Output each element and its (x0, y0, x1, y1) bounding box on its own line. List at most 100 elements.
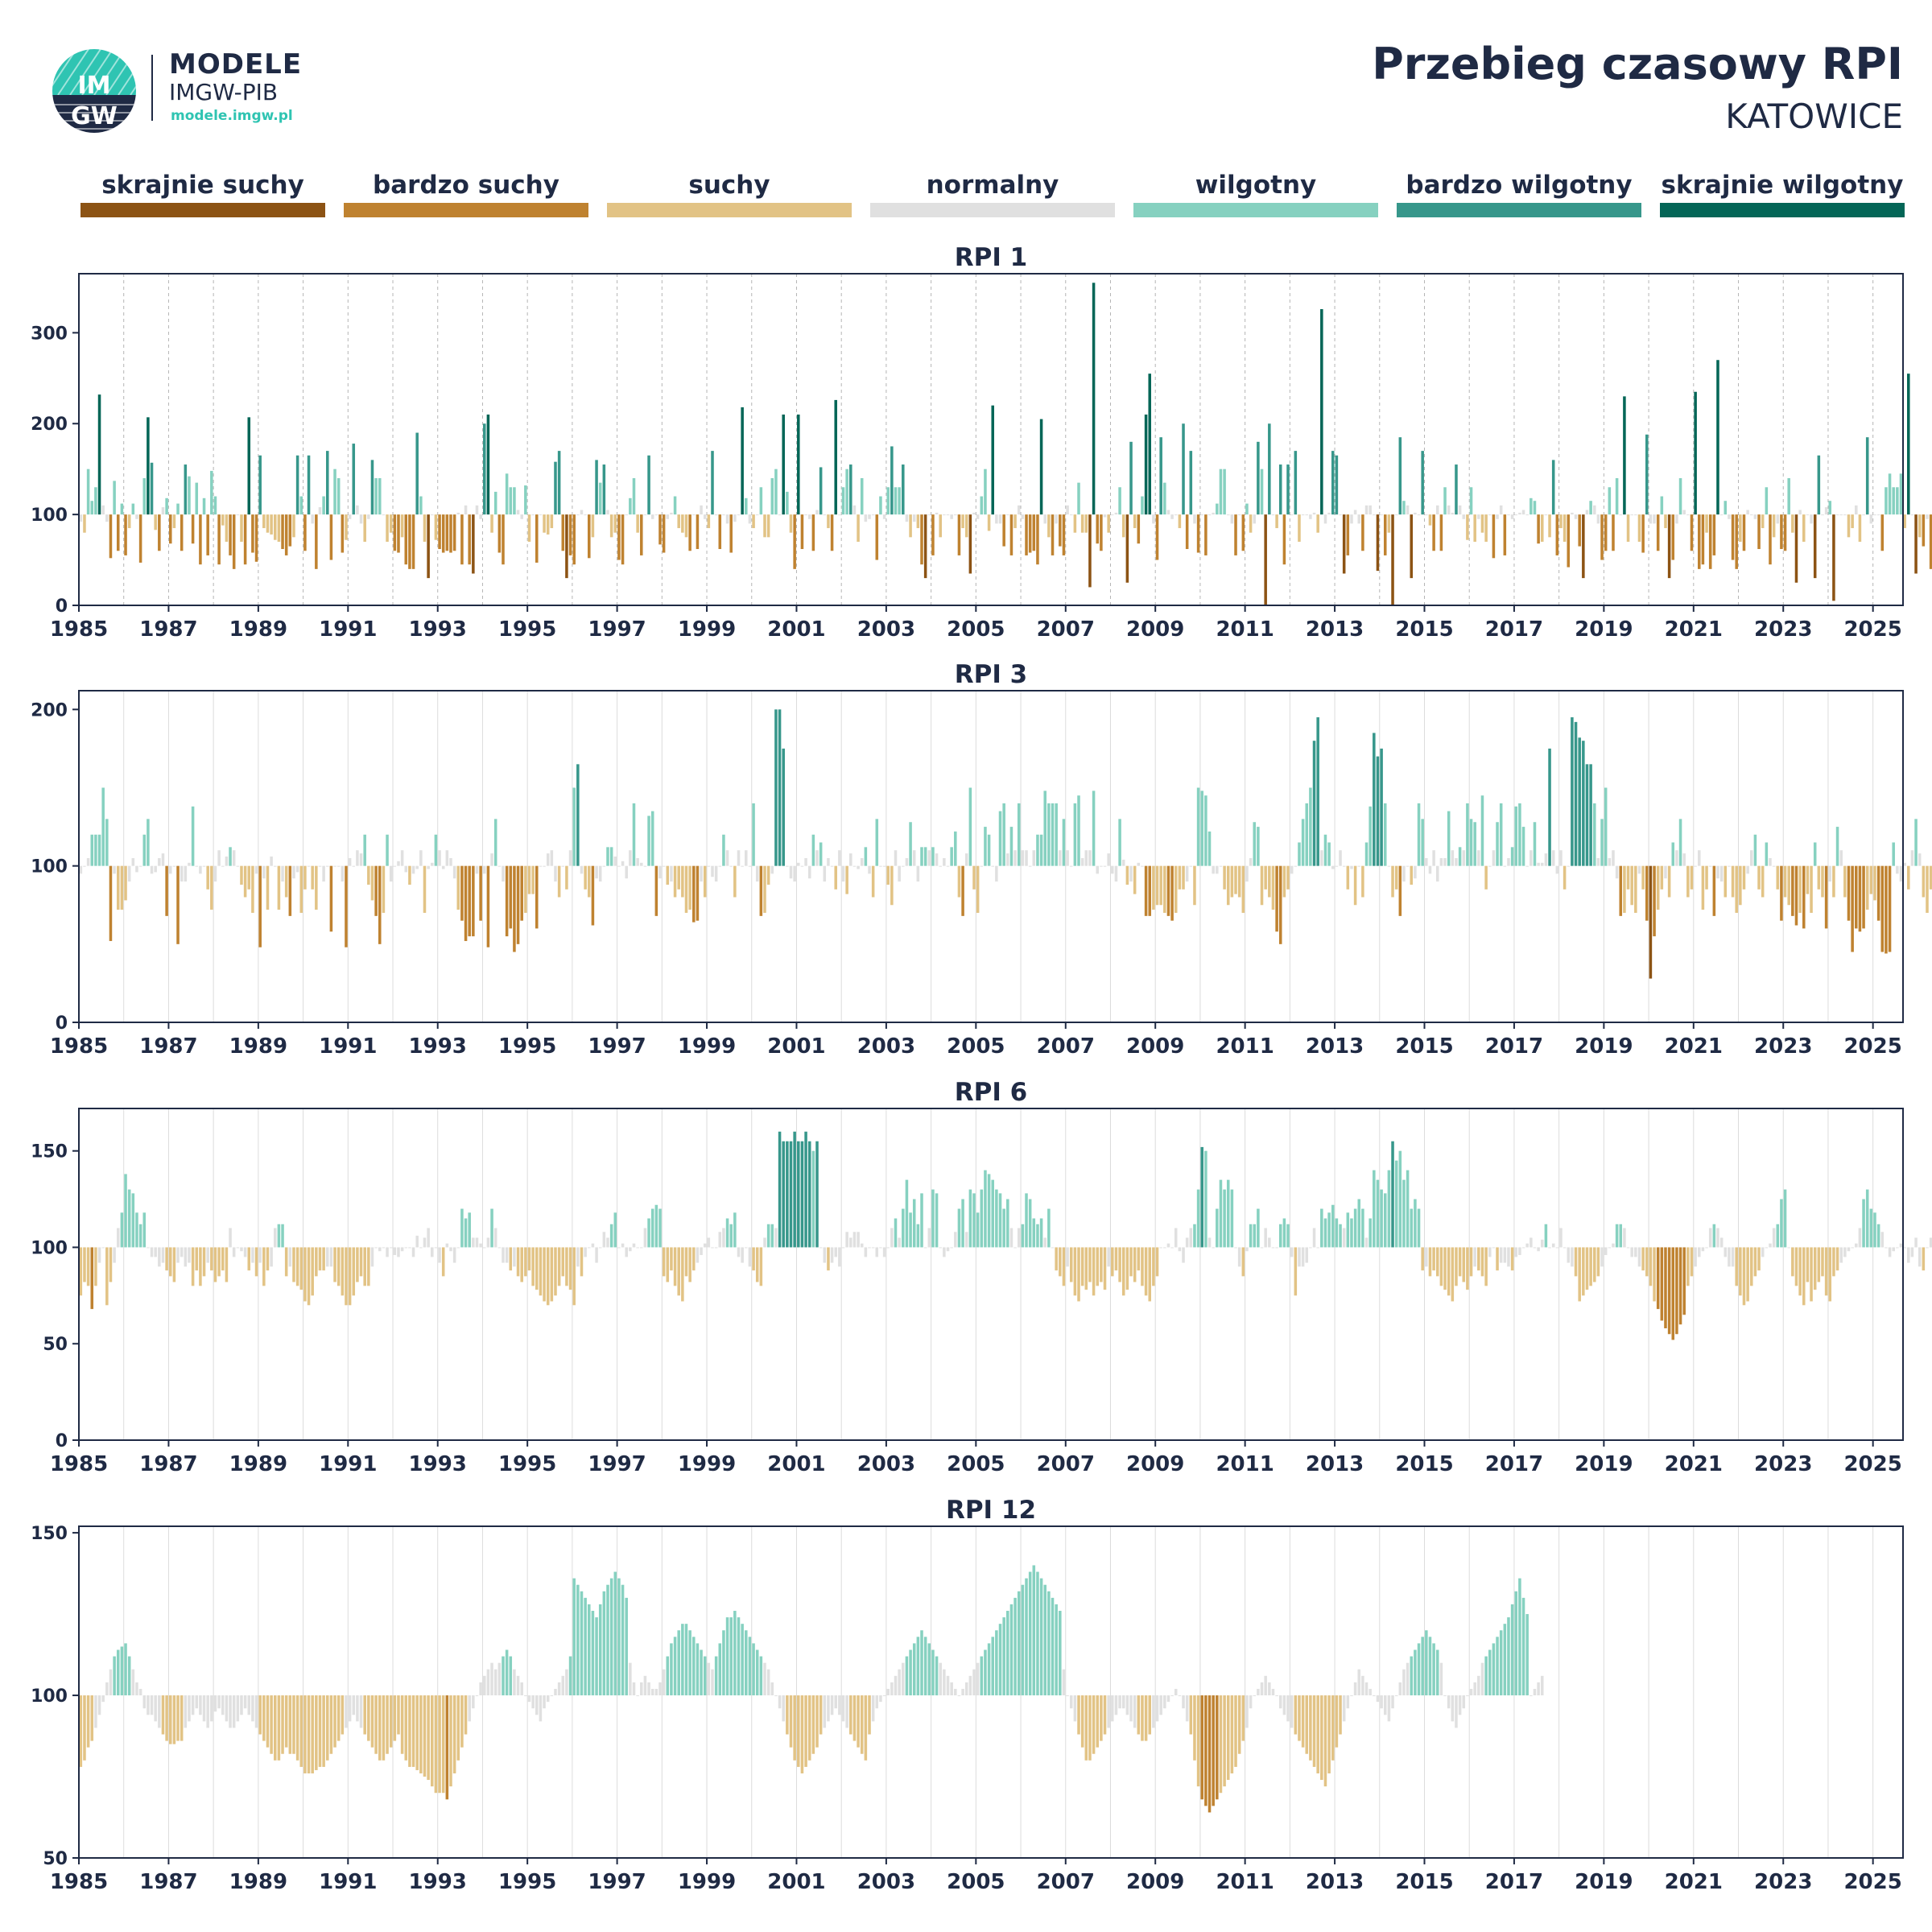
bar (838, 850, 841, 866)
bar (475, 865, 479, 874)
bar (954, 1232, 957, 1248)
bar (886, 1688, 890, 1696)
bar (1103, 514, 1107, 518)
bar (1323, 1695, 1327, 1787)
x-tick-label: 2011 (1216, 1870, 1274, 1894)
bar (452, 1247, 456, 1263)
bar (923, 1247, 927, 1249)
bar (1080, 1247, 1084, 1286)
bar (1391, 514, 1394, 605)
bar (341, 865, 345, 882)
bar (860, 1695, 864, 1754)
bar (1320, 309, 1323, 515)
bar (352, 1695, 356, 1715)
bar (1518, 1247, 1521, 1256)
bar (1025, 514, 1028, 555)
bar (367, 1247, 370, 1286)
bar (1230, 1695, 1234, 1773)
bar (606, 847, 609, 866)
bar (841, 487, 845, 515)
bar (1346, 1212, 1350, 1248)
bar (752, 1643, 755, 1696)
bar (1742, 514, 1746, 551)
bar (1368, 1218, 1372, 1248)
logo-text-top: IM (77, 72, 110, 100)
brand-url-link[interactable]: modele.imgw.pl (171, 108, 293, 124)
bar (879, 496, 882, 515)
bar (1234, 865, 1237, 894)
bar (1724, 1247, 1728, 1257)
bar (329, 514, 333, 560)
bar (1612, 850, 1615, 866)
bar (1257, 1688, 1260, 1696)
bar (165, 1247, 168, 1271)
bar (1787, 865, 1790, 906)
bar (404, 1247, 408, 1249)
bar (184, 865, 188, 882)
bar (830, 1247, 834, 1263)
bar (707, 1662, 711, 1696)
bar (116, 865, 120, 910)
bar (572, 1578, 576, 1696)
bar (124, 865, 127, 901)
legend-item-skrajnie-wilgotny: skrajnie wilgotny (1660, 169, 1905, 217)
brand-name: MODELE (169, 48, 303, 80)
bar (1776, 1224, 1780, 1248)
bar (1735, 865, 1738, 913)
bar (1282, 514, 1286, 565)
bar (1746, 865, 1749, 874)
bar (797, 862, 800, 866)
bar (150, 865, 154, 874)
bar (303, 1695, 307, 1773)
bar (142, 477, 147, 515)
bar (995, 514, 998, 524)
bar (800, 1695, 804, 1773)
bar (138, 1688, 142, 1696)
legend-label: normalny (926, 171, 1059, 200)
bar (524, 865, 527, 913)
bar (1312, 1695, 1316, 1767)
bar (1724, 501, 1728, 515)
bar (935, 1656, 939, 1696)
bar (176, 1695, 180, 1741)
bar (1402, 1669, 1406, 1696)
bar (1533, 501, 1537, 515)
bar (1686, 514, 1690, 516)
bar (505, 1649, 509, 1696)
bar (1645, 1247, 1649, 1277)
bar (86, 857, 90, 866)
bar (782, 748, 785, 866)
bar (1312, 512, 1316, 515)
bar (916, 1637, 920, 1696)
bar (359, 514, 363, 524)
bar (1036, 1224, 1039, 1248)
bar (1791, 514, 1794, 533)
bar (1170, 865, 1174, 921)
bar (213, 865, 217, 882)
bar (1212, 512, 1215, 515)
bar (1634, 865, 1637, 913)
bar (1728, 1247, 1731, 1267)
bar (1182, 423, 1185, 515)
bar (1855, 865, 1858, 929)
bar (1473, 1682, 1476, 1696)
bar (1032, 514, 1036, 551)
bar (1125, 1695, 1129, 1715)
x-tick-label: 2025 (1843, 1870, 1901, 1894)
bar (1787, 1247, 1790, 1249)
bar (857, 1232, 860, 1248)
bar (1380, 1189, 1383, 1248)
bar (1780, 865, 1783, 921)
bar (1080, 857, 1084, 866)
bar (1137, 862, 1141, 866)
bar (404, 1695, 408, 1761)
bar (1196, 1189, 1200, 1248)
bar (894, 487, 898, 515)
bar (759, 865, 763, 916)
bar (213, 1247, 217, 1282)
bar (1189, 1228, 1193, 1248)
bar (1432, 514, 1435, 551)
bar (520, 514, 523, 519)
bar (1810, 865, 1813, 913)
bar (774, 1228, 778, 1248)
